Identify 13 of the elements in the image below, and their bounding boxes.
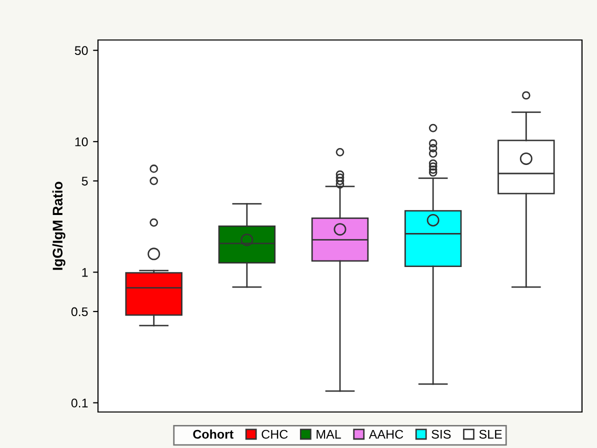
legend-label: MAL: [316, 430, 341, 439]
y-tick-label: 0.5: [71, 307, 88, 316]
y-axis-title: IgG/IgM Ratio: [52, 182, 66, 270]
y-tick-label: 10: [75, 137, 88, 146]
y-tick-label: 1: [82, 268, 88, 277]
y-tick-label: 5: [82, 176, 88, 186]
legend-title: Cohort: [193, 430, 234, 439]
legend-label: CHC: [262, 430, 288, 439]
y-tick-label: 50: [74, 46, 88, 55]
legend-label: SLE: [479, 430, 502, 439]
legend-label: AAHC: [368, 430, 404, 439]
legend-label: SIS: [432, 430, 451, 439]
y-tick-label: 0.1: [71, 398, 88, 408]
